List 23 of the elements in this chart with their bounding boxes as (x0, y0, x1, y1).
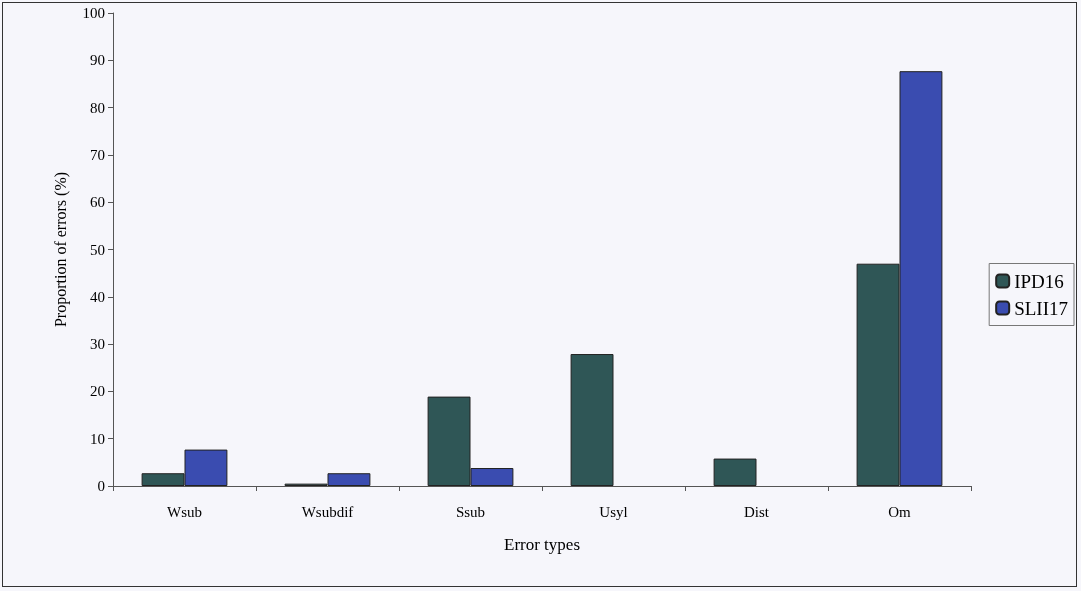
bar (713, 458, 757, 486)
y-tick-label: 10 (90, 430, 105, 447)
bar (570, 354, 614, 486)
y-tick-label: 80 (90, 99, 105, 116)
y-tick-label: 100 (82, 5, 105, 21)
y-tick-label: 30 (90, 336, 105, 353)
x-tick-label: Ssub (455, 503, 486, 520)
y-tick-label: 20 (90, 383, 105, 400)
y-tick-label: 70 (90, 146, 105, 163)
x-tick-label: Wsubdif (301, 503, 354, 520)
y-tick-label: 0 (97, 478, 105, 494)
x-tick-label: Dist (743, 503, 770, 520)
legend-label: IPD16 (1014, 270, 1064, 292)
x-tick-label: Wsub (167, 503, 202, 520)
y-tick-label: 40 (90, 288, 105, 305)
y-axis-title: Proportion of errors (%) (51, 171, 70, 328)
x-tick-label: Usyl (599, 503, 628, 520)
y-tick-label: 60 (90, 194, 105, 211)
x-tick-label: Om (888, 503, 912, 520)
y-tick-label: 50 (90, 241, 105, 258)
x-axis-title: Error types (503, 535, 581, 554)
legend-label: SLII17 (1014, 297, 1068, 319)
y-tick-label: 90 (90, 52, 105, 69)
